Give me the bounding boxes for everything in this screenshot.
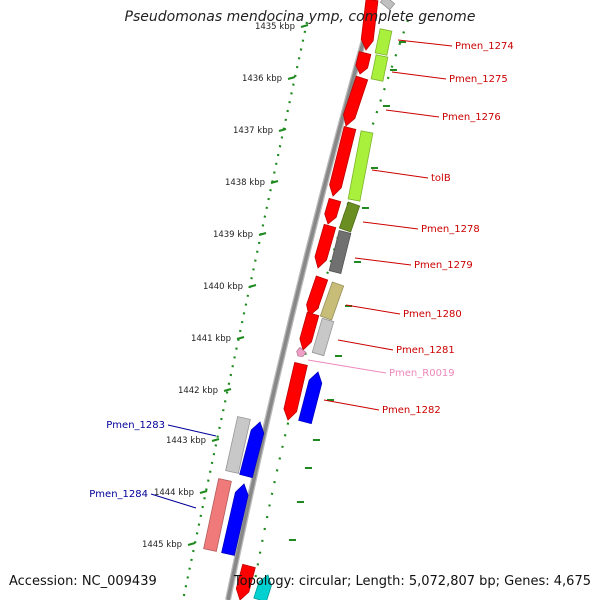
topology-text: Topology: circular; Length: 5,072,807 bp… (233, 574, 591, 589)
label-leader (362, 221, 419, 230)
accession-text: Accession: NC_009439 (9, 574, 157, 589)
gene-khaki (319, 281, 345, 321)
gene-darkgray (328, 230, 352, 274)
gene-label: Pmen_1279 (414, 260, 473, 271)
gene-label: Pmen_1275 (449, 74, 508, 85)
gene-forward (299, 311, 320, 351)
gene-lightgray (311, 317, 335, 357)
kbp-label: 1445 kbp (142, 540, 182, 550)
kbp-tick (270, 180, 279, 184)
kbp-label: 1441 kbp (191, 334, 231, 344)
ruler-outer (181, 21, 309, 601)
gene-blue (298, 371, 323, 425)
label-leader (371, 169, 429, 179)
gene-lime (347, 130, 374, 202)
kbp-label: 1444 kbp (154, 488, 194, 498)
kbp-label: 1435 kbp (255, 22, 295, 32)
kbp-label: 1442 kbp (178, 386, 218, 396)
gene-lime (370, 54, 389, 82)
gene-lightgray (225, 416, 251, 474)
gene-olive (338, 201, 361, 233)
gene-label: Pmen_1274 (455, 41, 514, 52)
kbp-tick (187, 542, 196, 546)
label-leader (337, 339, 394, 351)
gene-label: Pmen_R0019 (389, 368, 455, 379)
label-leader (167, 424, 217, 437)
gene-salmon (203, 478, 232, 552)
gene-blue (221, 483, 249, 556)
kbp-tick (278, 128, 287, 132)
gene-label: Pmen_1280 (403, 309, 462, 320)
kbp-tick (211, 438, 220, 442)
kbp-label: 1440 kbp (203, 282, 243, 292)
gene-blue (239, 421, 265, 479)
gene-label: Pmen_1276 (442, 112, 501, 123)
gene-forward (355, 51, 372, 75)
backbone (226, 0, 377, 601)
gene-pink (296, 346, 307, 357)
kbp-tick (258, 232, 267, 236)
kbp-tick (300, 24, 309, 28)
label-leader (385, 109, 440, 118)
map-title: Pseudomonas mendocina ymp, complete geno… (124, 9, 476, 25)
gene-forward (360, 0, 379, 51)
kbp-tick (248, 284, 257, 288)
gene-forward (343, 75, 369, 127)
gene-label: tolB (431, 173, 451, 184)
gene-label: Pmen_1278 (421, 224, 480, 235)
label-leader (307, 359, 387, 374)
label-leader (150, 493, 197, 509)
label-leader (323, 399, 380, 411)
gene-gray (379, 0, 396, 11)
kbp-label: 1436 kbp (242, 74, 282, 84)
gene-label: Pmen_1283 (106, 420, 165, 431)
kbp-label: 1437 kbp (233, 126, 273, 136)
kbp-label: 1439 kbp (213, 230, 253, 240)
gene-forward (314, 223, 337, 269)
label-leader (397, 39, 453, 47)
label-leader (354, 257, 412, 266)
label-leader (391, 71, 447, 80)
kbp-tick (199, 490, 208, 494)
gene-label: Pmen_1282 (382, 405, 441, 416)
gene-forward (283, 362, 308, 421)
gene-forward (329, 126, 357, 197)
kbp-tick (287, 76, 296, 80)
gene-forward (324, 197, 342, 225)
kbp-label: 1443 kbp (166, 436, 206, 446)
gene-lime (374, 28, 393, 56)
label-leader (345, 304, 401, 315)
gene-label: Pmen_1284 (89, 489, 148, 500)
kbp-tick (236, 336, 245, 340)
gene-forward (235, 563, 256, 601)
gene-forward (306, 275, 329, 317)
kbp-label: 1438 kbp (225, 178, 265, 188)
gene-label: Pmen_1281 (396, 345, 455, 356)
kbp-tick (223, 388, 232, 392)
